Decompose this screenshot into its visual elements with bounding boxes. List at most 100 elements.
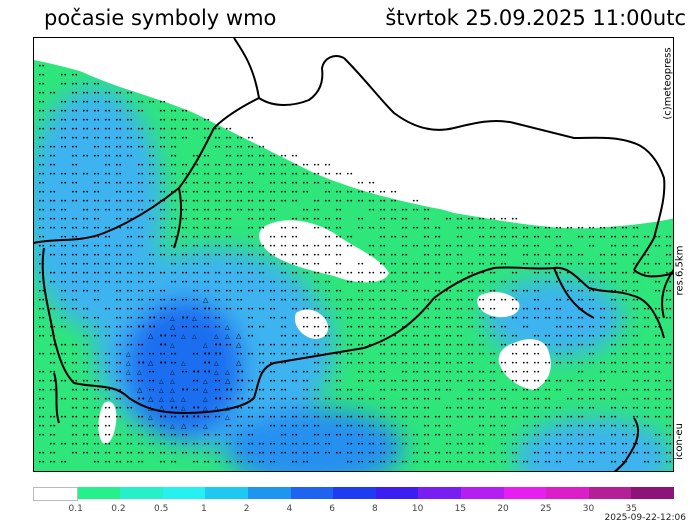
precip-symbol: ••	[71, 198, 78, 205]
precip-symbol: ••	[203, 270, 210, 277]
precip-symbol: ••	[170, 306, 177, 313]
precip-symbol: △	[181, 422, 187, 430]
precip-symbol: ••	[60, 360, 67, 367]
precip-symbol: ••	[456, 243, 463, 250]
precip-symbol: ••	[115, 189, 122, 196]
precip-symbol: ••	[60, 81, 67, 88]
precip-symbol: ••	[423, 207, 430, 214]
precip-symbol: ••	[181, 432, 188, 439]
precip-symbol: ••	[170, 351, 177, 358]
precip-symbol: ••	[247, 216, 254, 223]
precip-symbol: ••	[71, 126, 78, 133]
precip-symbol: ••	[82, 342, 89, 349]
precip-symbol: ••	[390, 216, 397, 223]
precip-symbol: △	[126, 351, 131, 358]
precip-symbol: ••	[93, 387, 100, 394]
precip-symbol: ••	[313, 405, 320, 412]
precip-symbol: ••	[544, 432, 551, 439]
precip-symbol: ••	[456, 450, 463, 457]
precip-symbol: ••	[302, 171, 309, 178]
precip-symbol: ••	[555, 270, 562, 277]
precip-symbol: ••	[368, 324, 375, 331]
precip-symbol: ••	[236, 405, 243, 412]
precip-symbol: ••	[60, 342, 67, 349]
precip-symbol: ••	[357, 180, 364, 187]
precip-symbol: ••	[467, 459, 474, 466]
precip-symbol: ••	[49, 369, 56, 376]
precip-symbol: ••	[49, 387, 56, 394]
precip-symbol: ••	[346, 171, 353, 178]
precip-symbol: ••	[148, 153, 155, 160]
precip-symbol: ••	[60, 234, 67, 241]
precip-symbol: ••	[489, 351, 496, 358]
resolution-label: res.6,5km	[674, 245, 686, 296]
precip-symbol: ••	[269, 243, 276, 250]
precip-symbol: △	[148, 395, 154, 403]
precip-symbol: ••	[214, 135, 221, 142]
precip-symbol: ••	[533, 441, 540, 448]
precip-symbol: ••	[368, 243, 375, 250]
precip-symbol: ••	[401, 405, 408, 412]
precip-symbol: ••	[280, 342, 287, 349]
precip-symbol: ••	[379, 288, 386, 295]
precip-symbol: ••	[423, 378, 430, 385]
precip-symbol: ••	[104, 405, 111, 412]
precip-symbol: ••	[423, 306, 430, 313]
precip-symbol: ••	[225, 144, 232, 151]
precip-symbol: ••	[401, 207, 408, 214]
precip-symbol: ••	[324, 405, 331, 412]
precip-symbol: ••	[115, 378, 122, 385]
precip-symbol: ••	[159, 270, 166, 277]
precip-symbol: ••	[522, 396, 529, 403]
precip-symbol: ••	[511, 459, 518, 466]
precip-symbol: △	[214, 333, 219, 340]
precip-symbol: ••	[643, 342, 650, 349]
precip-symbol: ••	[665, 360, 672, 367]
precip-symbol: ••	[368, 270, 375, 277]
precip-symbol: ••	[445, 387, 452, 394]
precip-symbol: ••	[104, 171, 111, 178]
precip-symbol: ••	[159, 413, 167, 421]
precip-symbol: ••	[291, 441, 298, 448]
precip-symbol: ••	[137, 342, 144, 349]
precip-symbol: ••	[434, 234, 441, 241]
precip-symbol: ••	[247, 333, 254, 340]
precip-symbol: ••	[544, 252, 551, 259]
precip-symbol: ••	[269, 351, 276, 358]
precip-symbol: ••	[49, 279, 56, 286]
precip-symbol: ••	[632, 360, 639, 367]
precip-symbol: ••	[247, 450, 254, 457]
precip-symbol: ••	[181, 108, 188, 115]
precip-symbol: ••	[159, 216, 166, 223]
precip-symbol: ••	[313, 261, 320, 268]
precip-symbol: ••	[170, 117, 177, 124]
precip-symbol: ••	[126, 423, 133, 430]
precip-symbol: ••	[390, 459, 397, 466]
precip-symbol: ••	[412, 207, 419, 214]
precip-symbol: △	[236, 332, 242, 340]
precip-symbol: ••	[49, 360, 56, 367]
precip-symbol: ••	[313, 279, 320, 286]
precip-symbol: ••	[566, 342, 573, 349]
precip-symbol: ••	[115, 297, 122, 304]
precip-symbol: ••	[269, 387, 276, 394]
precip-symbol: ••	[38, 189, 45, 196]
precip-symbol: ••	[60, 72, 67, 79]
precip-symbol: ••	[357, 414, 364, 421]
precip-symbol: ••	[71, 225, 78, 232]
precip-symbol: ••	[423, 405, 430, 412]
precip-symbol: ••	[280, 333, 287, 340]
precip-symbol: △	[236, 341, 242, 349]
precip-symbol: ••	[555, 234, 562, 241]
precip-symbol: ••	[401, 333, 408, 340]
precip-symbol: ••	[313, 333, 320, 340]
precip-symbol: ••	[115, 405, 122, 412]
precip-symbol: ••	[49, 414, 56, 421]
precip-symbol: ••	[390, 279, 397, 286]
precip-symbol: ••	[258, 279, 265, 286]
precip-symbol: △	[225, 377, 231, 385]
precip-symbol: ••	[137, 198, 144, 205]
precip-symbol: ••	[621, 369, 628, 376]
precip-symbol: ••	[445, 432, 452, 439]
precip-symbol: ••	[302, 342, 309, 349]
